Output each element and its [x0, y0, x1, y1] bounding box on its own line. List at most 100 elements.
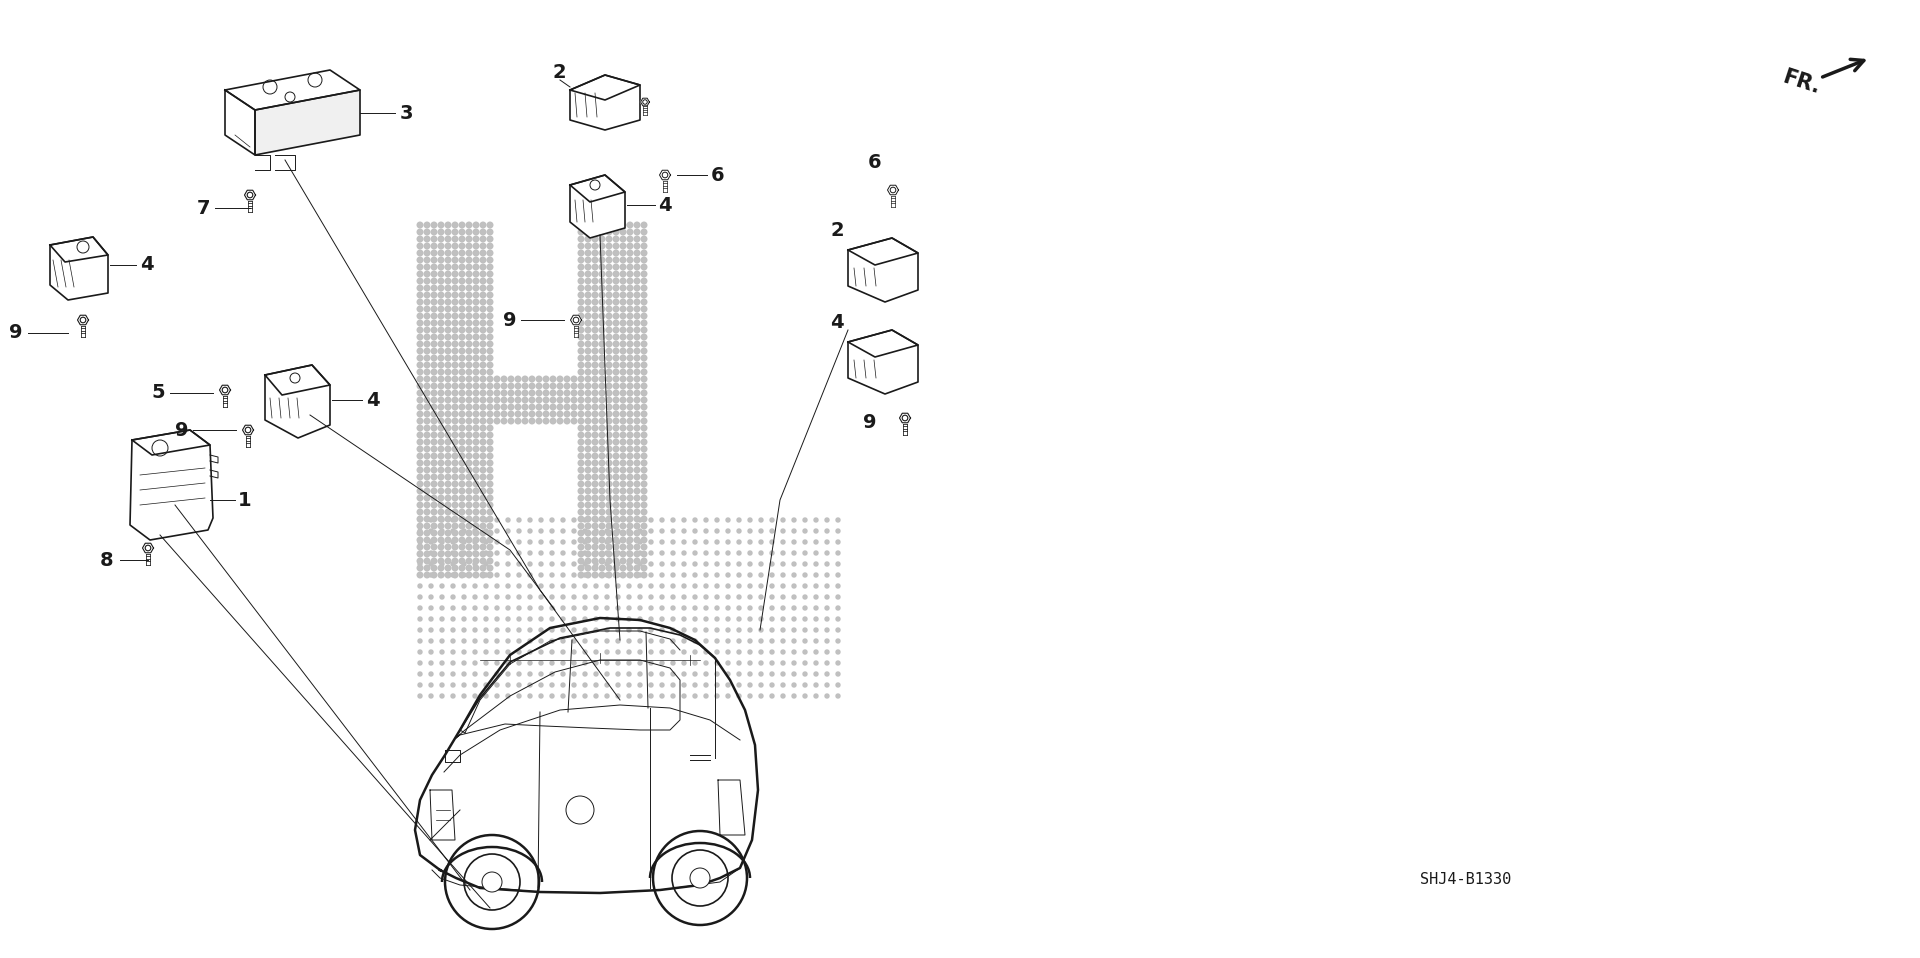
Circle shape — [488, 362, 493, 368]
Circle shape — [641, 468, 647, 473]
Circle shape — [616, 540, 620, 544]
Circle shape — [578, 243, 584, 249]
Circle shape — [424, 299, 430, 305]
Circle shape — [561, 661, 564, 665]
Circle shape — [445, 516, 451, 522]
Circle shape — [417, 257, 422, 262]
Circle shape — [459, 222, 465, 228]
Circle shape — [438, 299, 444, 305]
Circle shape — [467, 250, 472, 256]
Circle shape — [599, 523, 605, 529]
Circle shape — [593, 628, 597, 632]
Circle shape — [758, 683, 762, 687]
Circle shape — [584, 650, 588, 654]
Circle shape — [591, 439, 597, 445]
Circle shape — [428, 573, 434, 577]
Circle shape — [803, 639, 806, 643]
Circle shape — [586, 292, 591, 298]
Circle shape — [424, 285, 430, 291]
Circle shape — [440, 617, 444, 621]
Circle shape — [814, 639, 818, 643]
Circle shape — [515, 419, 520, 423]
Circle shape — [749, 551, 753, 555]
Circle shape — [551, 419, 555, 423]
Circle shape — [660, 661, 664, 665]
Circle shape — [453, 453, 457, 459]
Circle shape — [428, 628, 434, 632]
Circle shape — [628, 606, 632, 610]
Circle shape — [641, 328, 647, 332]
Circle shape — [528, 573, 532, 577]
Circle shape — [586, 474, 591, 480]
Circle shape — [591, 285, 597, 291]
Circle shape — [814, 529, 818, 533]
Circle shape — [495, 683, 499, 687]
Circle shape — [417, 292, 422, 298]
Circle shape — [586, 390, 591, 396]
Circle shape — [445, 362, 451, 368]
Circle shape — [438, 355, 444, 361]
Circle shape — [463, 639, 467, 643]
Circle shape — [612, 516, 618, 522]
Circle shape — [726, 562, 730, 566]
Circle shape — [586, 398, 591, 402]
Circle shape — [620, 432, 626, 438]
Polygon shape — [142, 543, 154, 553]
Circle shape — [607, 398, 612, 402]
Circle shape — [459, 537, 465, 543]
Circle shape — [599, 250, 605, 256]
Circle shape — [428, 694, 434, 698]
Circle shape — [530, 419, 536, 423]
Circle shape — [445, 419, 451, 423]
Circle shape — [557, 419, 563, 423]
Circle shape — [467, 565, 472, 571]
Circle shape — [605, 628, 609, 632]
Circle shape — [584, 529, 588, 533]
Circle shape — [419, 661, 422, 665]
Circle shape — [591, 334, 597, 340]
Circle shape — [536, 411, 541, 417]
Circle shape — [472, 390, 478, 396]
Circle shape — [835, 562, 841, 566]
Circle shape — [480, 460, 486, 466]
Circle shape — [564, 376, 570, 382]
Circle shape — [607, 229, 612, 235]
Circle shape — [634, 502, 639, 508]
Circle shape — [584, 694, 588, 698]
Circle shape — [578, 489, 584, 493]
Circle shape — [432, 481, 438, 487]
Circle shape — [459, 460, 465, 466]
Circle shape — [726, 617, 730, 621]
Circle shape — [612, 222, 618, 228]
Circle shape — [440, 540, 444, 544]
Circle shape — [445, 474, 451, 480]
Circle shape — [472, 299, 478, 305]
Circle shape — [549, 540, 555, 544]
Circle shape — [705, 694, 708, 698]
Circle shape — [586, 502, 591, 508]
Circle shape — [586, 362, 591, 368]
Circle shape — [803, 595, 806, 599]
Circle shape — [591, 489, 597, 493]
Circle shape — [480, 565, 486, 571]
Circle shape — [561, 573, 564, 577]
Circle shape — [472, 661, 476, 665]
Circle shape — [586, 376, 591, 382]
Circle shape — [543, 376, 549, 382]
Circle shape — [599, 510, 605, 514]
Circle shape — [438, 544, 444, 550]
Circle shape — [670, 617, 676, 621]
Circle shape — [472, 425, 478, 431]
Circle shape — [480, 376, 486, 382]
Circle shape — [484, 518, 488, 522]
Circle shape — [641, 278, 647, 284]
Circle shape — [572, 584, 576, 588]
Circle shape — [419, 628, 422, 632]
Circle shape — [417, 439, 422, 445]
Circle shape — [803, 661, 806, 665]
Circle shape — [791, 606, 797, 610]
Circle shape — [417, 516, 422, 522]
Circle shape — [593, 650, 597, 654]
Circle shape — [578, 299, 584, 305]
Circle shape — [507, 617, 511, 621]
